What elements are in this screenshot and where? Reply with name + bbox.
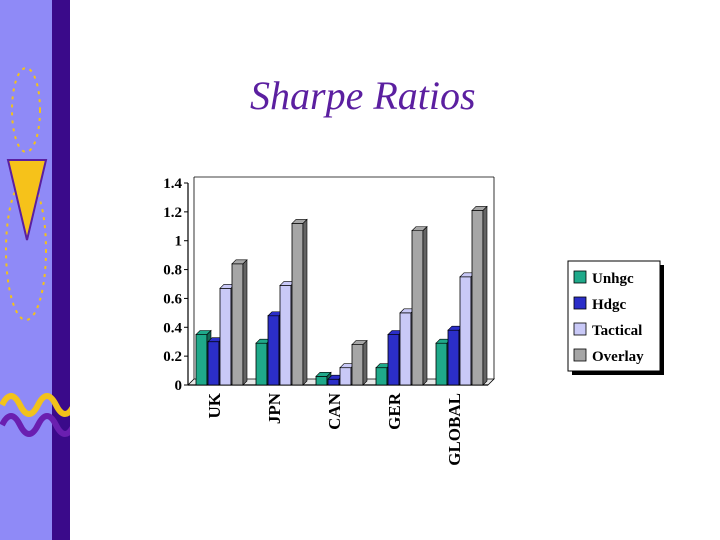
bar <box>387 334 400 386</box>
bar <box>315 375 328 386</box>
legend-label: Unhgc <box>592 271 634 287</box>
yellow-triangle-icon <box>6 159 48 241</box>
bar <box>435 342 448 386</box>
bar <box>291 223 304 386</box>
x-tick-label: JPN <box>265 392 284 424</box>
y-tick-label: 1.2 <box>163 205 182 221</box>
bar <box>411 230 424 386</box>
plot-area: 0 0.2 0.4 0.6 0.8 1 1.2 1.4 UK JPN CAN GER GLOBAL <box>163 176 495 466</box>
legend-label: Hdgc <box>592 297 627 313</box>
bar <box>471 210 484 386</box>
bar <box>339 367 352 386</box>
legend-swatch <box>573 270 587 284</box>
bar <box>255 342 268 386</box>
y-tick-label: 0.4 <box>163 320 182 336</box>
dotted-ornament-icon <box>5 67 47 321</box>
y-tick-label: 0.2 <box>163 349 182 365</box>
x-tick-label: GER <box>385 392 404 430</box>
bar-side <box>482 205 488 386</box>
legend-label: Tactical <box>592 323 642 339</box>
y-tick-label: 1 <box>175 234 183 250</box>
bar <box>219 287 232 386</box>
bar <box>351 344 364 386</box>
legend-swatch <box>573 322 587 336</box>
bar <box>447 329 460 386</box>
bar <box>375 367 388 386</box>
bar <box>327 378 340 386</box>
y-tick-label: 0.6 <box>163 291 182 307</box>
x-tick-label: GLOBAL <box>445 393 464 466</box>
slide-title: Sharpe Ratios <box>250 73 476 118</box>
bar <box>459 276 472 386</box>
chart-legend: Unhgc Hdgc Tactical Overlay <box>567 260 664 375</box>
bar <box>279 285 292 386</box>
bar-side <box>422 225 428 386</box>
slide-sidebar-decoration <box>0 0 70 540</box>
bar-chart: 0 0.2 0.4 0.6 0.8 1 1.2 1.4 UK JPN CAN GER GLOBAL Un… <box>163 176 664 466</box>
legend-swatch <box>573 348 587 362</box>
y-tick-label: 0 <box>175 378 183 394</box>
bar <box>207 341 220 386</box>
legend-label: Overlay <box>592 349 644 365</box>
bar <box>267 315 280 386</box>
legend-swatch <box>573 296 587 310</box>
bar <box>399 312 412 386</box>
y-tick-label: 1.4 <box>163 176 182 192</box>
y-tick-label: 0.8 <box>163 263 182 279</box>
bar-side <box>302 218 308 386</box>
bar-side <box>242 259 248 386</box>
x-tick-label: CAN <box>325 392 344 430</box>
bar <box>195 334 208 386</box>
bar-side <box>362 339 368 386</box>
wave-ornament-icon <box>0 393 70 437</box>
x-tick-label: UK <box>205 392 224 418</box>
bar <box>231 263 244 386</box>
